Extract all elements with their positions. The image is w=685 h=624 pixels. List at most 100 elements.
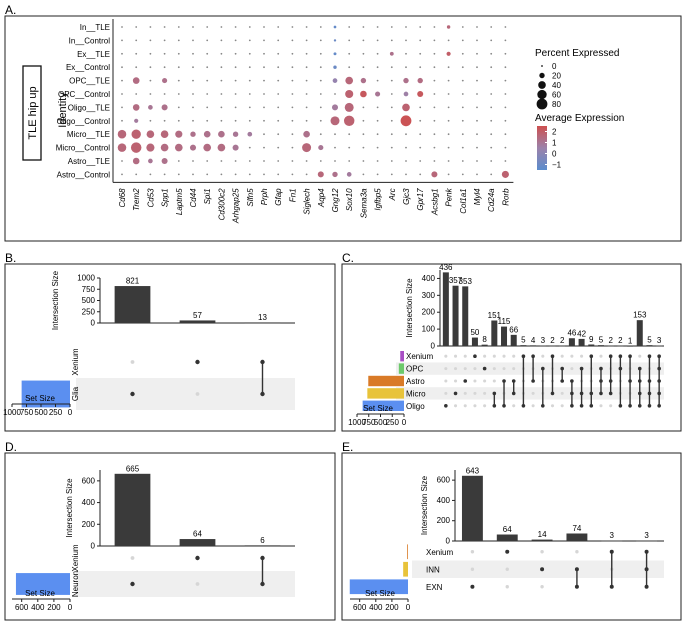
upset-c-dot-6-1 xyxy=(502,367,506,371)
upset-c-dot-4-3 xyxy=(483,391,487,395)
panel-e-frame xyxy=(341,452,682,621)
dot-ex-control-siglech xyxy=(305,66,308,69)
upset-c-bar-label-16: 5 xyxy=(599,336,604,345)
upset-d-set-label-neuron: Neuron xyxy=(71,571,80,597)
dot-opc-tle-fn1 xyxy=(291,79,294,82)
upset-c-bar-22 xyxy=(656,345,663,347)
dot-opc-control-spi1 xyxy=(206,93,209,95)
dot-opc-control-aqp4 xyxy=(319,93,322,95)
upset-e-dot-1-0 xyxy=(505,549,510,554)
dot-opc-control-arc xyxy=(390,93,393,95)
dot-in-control-igfbp5 xyxy=(376,39,379,42)
dot-ex-control-cd300c2 xyxy=(220,66,223,69)
dot-ex-control-gng12 xyxy=(333,65,337,69)
dot-opc-tle-spi1 xyxy=(206,79,209,82)
upset-c-dot-12-4 xyxy=(560,404,564,408)
dot-micro-control-aqp4 xyxy=(318,145,324,151)
dot-oligo-control-gfap xyxy=(277,119,280,122)
dot-micro-tle-arhgap25 xyxy=(232,131,239,137)
legend-color-label--1: −1 xyxy=(552,161,562,170)
dot-oligo-control-gjc3 xyxy=(400,115,412,127)
upset-c-setsize-label: Set Size xyxy=(363,404,393,413)
dot-in-control-acsbg1 xyxy=(433,39,436,42)
dot-micro-control-gjc3 xyxy=(405,146,407,149)
dot-micro-tle-cd300c2 xyxy=(218,130,225,138)
dot-oligo-tle-cd44 xyxy=(192,106,194,109)
dot-oligo-tle-spp1 xyxy=(161,104,168,111)
upset-c-setsize-tick-label-0: 0 xyxy=(402,418,407,427)
dot-ex-control-penk xyxy=(447,66,450,69)
dot-opc-control-igfbp5 xyxy=(375,91,381,97)
dot-opc-tle-gng12 xyxy=(332,78,338,83)
dot-oligo-control-sox10 xyxy=(343,115,355,127)
upset-d-setsize-tick-label-0: 0 xyxy=(68,603,73,612)
dot-astro-tle-spi1 xyxy=(206,160,209,162)
upset-c-dot-0-3 xyxy=(444,391,448,395)
upset-c-setsize-bar-oligo xyxy=(362,400,404,412)
dot-in-control-gng12 xyxy=(333,39,337,42)
dot-opc-control-gpr17 xyxy=(417,90,424,98)
dotplot-row-label-astro-tle: Astro__TLE xyxy=(68,157,110,166)
dot-opc-control-fn1 xyxy=(291,93,294,95)
dot-in-control-arhgap25 xyxy=(234,39,237,42)
dot-in-tle-slfn5 xyxy=(248,26,251,28)
upset-c-bar-8 xyxy=(520,345,527,346)
dotplot-row-label-oligo-tle: Oligo__TLE xyxy=(68,103,110,112)
upset-e-bar-0 xyxy=(461,475,483,541)
dot-micro-tle-arc xyxy=(390,133,393,136)
dot-astro-control-gjc3 xyxy=(405,173,407,176)
upset-e-dot-2-1 xyxy=(540,567,545,572)
dot-in-tle-gfap xyxy=(277,26,280,28)
dot-micro-tle-siglech xyxy=(303,130,310,138)
dot-opc-tle-penk xyxy=(447,79,450,82)
upset-e-bar-label-1: 64 xyxy=(503,525,512,534)
upset-e-setsize-bar-inn xyxy=(403,561,408,577)
dot-ex-control-spp1 xyxy=(163,66,166,69)
upset-c-bar-21 xyxy=(646,345,653,346)
dot-astro-tle-arhgap25 xyxy=(234,160,237,162)
dot-oligo-control-gpr17 xyxy=(419,119,422,122)
upset-d-dot-1-1 xyxy=(195,582,200,586)
dotplot-row-label-opc-tle: OPC__TLE xyxy=(69,77,110,86)
dot-opc-tle-igfbp5 xyxy=(376,79,379,82)
upset-d-ytick-label-400: 400 xyxy=(82,498,96,507)
upset-b-setsize-bar-glia xyxy=(21,380,71,408)
dot-micro-control-gng12 xyxy=(334,146,336,149)
dot-ex-tle-arc xyxy=(389,51,394,56)
dotplot-gene-label-gpr17: Gpr17 xyxy=(416,188,425,211)
dot-ex-tle-cd24a xyxy=(490,52,493,55)
upset-c-dot-1-1 xyxy=(454,367,458,371)
upset-e-dot-2-0 xyxy=(540,550,544,554)
dot-ex-control-spi1 xyxy=(206,66,209,69)
dotplot-gene-label-gjc3: Gjc3 xyxy=(402,188,411,205)
dot-oligo-tle-cd24a xyxy=(490,106,493,109)
dot-micro-tle-spp1 xyxy=(160,130,169,139)
dot-ex-tle-igfbp5 xyxy=(376,52,379,55)
dot-astro-control-fn1 xyxy=(291,173,294,176)
upset-e-dot-1-2 xyxy=(505,585,509,589)
upset-b-dot-1-1 xyxy=(195,392,200,396)
dot-micro-tle-cd53 xyxy=(146,130,155,139)
upset-c-dot-12-0 xyxy=(560,354,564,358)
upset-b-ytick-label-0: 0 xyxy=(91,319,96,328)
dot-astro-control-cd68 xyxy=(121,173,123,176)
upset-b-bar-label-2: 13 xyxy=(258,313,267,322)
dot-in-tle-col1a1 xyxy=(461,26,464,28)
upset-c-dot-0-4 xyxy=(444,404,448,408)
upset-e-bar-label-2: 14 xyxy=(538,530,547,539)
dot-astro-control-gpr17 xyxy=(419,173,422,176)
legend-color-label-0: 0 xyxy=(552,150,557,159)
legend-size-dot-0 xyxy=(541,65,543,67)
dot-oligo-tle-siglech xyxy=(305,106,308,109)
upset-c-dot-4-0 xyxy=(483,354,487,358)
upset-c-ylabel: Intersection Size xyxy=(405,278,414,338)
dot-ex-tle-sox10 xyxy=(348,52,351,55)
dot-micro-control-sox10 xyxy=(348,146,351,149)
upset-c-dot-3-3 xyxy=(473,391,477,395)
dot-astro-tle-cd53 xyxy=(148,158,153,164)
dot-astro-tle-rorb xyxy=(504,160,507,162)
upset-b-bar-label-0: 821 xyxy=(126,277,140,286)
dot-in-tle-sox10 xyxy=(348,26,351,28)
dot-astro-tle-cd68 xyxy=(121,160,123,162)
dot-in-control-cd53 xyxy=(149,39,152,42)
